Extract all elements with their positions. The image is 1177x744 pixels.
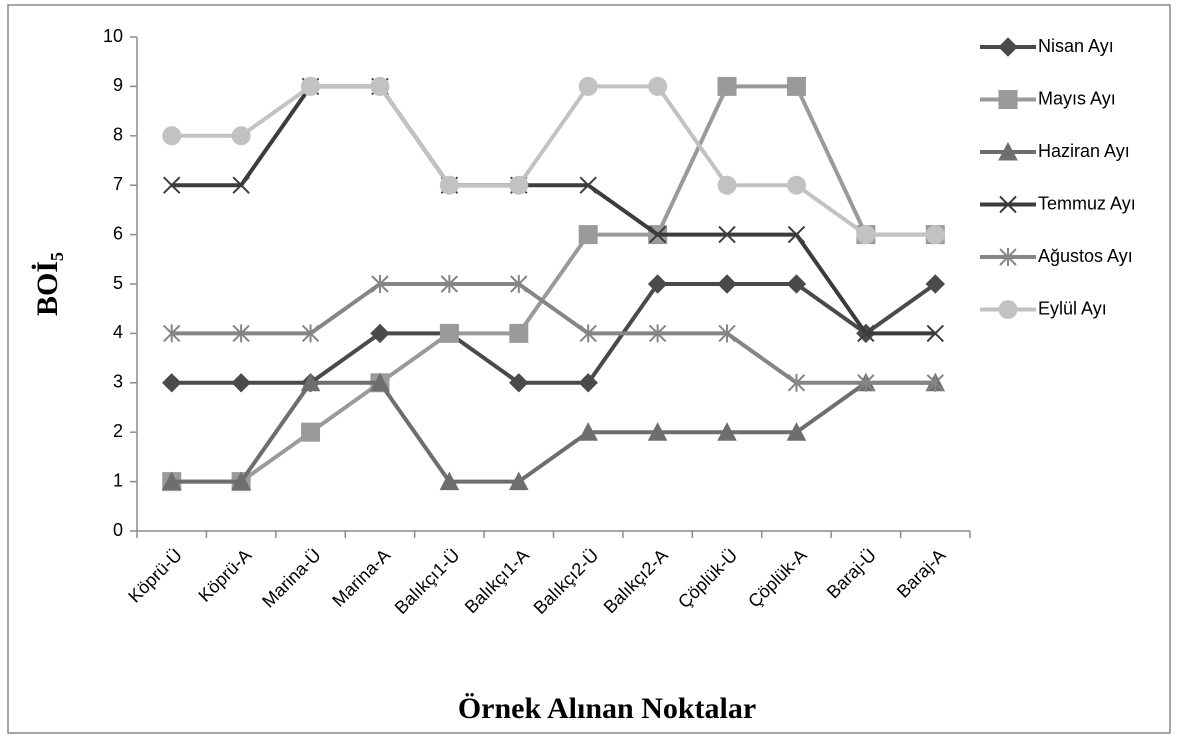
marker	[578, 225, 598, 245]
marker	[232, 324, 250, 343]
marker	[231, 471, 251, 491]
legend-marker	[999, 248, 1017, 266]
marker	[786, 422, 807, 441]
marker	[925, 225, 945, 245]
legend-marker	[998, 37, 1018, 57]
marker	[856, 225, 876, 245]
marker	[301, 76, 321, 96]
marker	[440, 275, 459, 293]
marker	[718, 324, 736, 343]
y-tick-label: 6	[113, 223, 123, 243]
marker	[647, 274, 668, 294]
marker	[648, 225, 667, 244]
legend-label: Ağustos Ayı	[1038, 246, 1133, 266]
y-axis-label: BOİ₅	[31, 252, 64, 316]
y-tick-label: 1	[113, 470, 123, 490]
y-tick-label: 10	[103, 26, 123, 46]
marker	[787, 373, 806, 392]
marker	[926, 373, 944, 392]
legend-marker	[998, 300, 1018, 319]
marker	[439, 471, 460, 491]
y-tick-label: 9	[113, 75, 123, 95]
y-tick-label: 8	[113, 125, 123, 145]
series-line	[171, 84, 936, 484]
marker	[718, 225, 736, 244]
marker	[161, 471, 182, 491]
marker	[648, 76, 668, 96]
series-line	[171, 84, 936, 237]
series	[163, 275, 944, 392]
y-tick-label: 2	[113, 421, 123, 441]
legend-marker	[998, 141, 1018, 161]
marker	[579, 176, 597, 194]
marker	[163, 324, 181, 343]
marker	[925, 274, 945, 294]
series-line	[171, 282, 936, 385]
marker	[509, 175, 529, 195]
legend-label: Eylül Ayı	[1038, 298, 1107, 318]
series-line	[171, 282, 937, 385]
legend-label: Temmuz Ayı	[1038, 193, 1136, 213]
legend-marker	[998, 90, 1018, 109]
y-tick-label: 5	[113, 273, 123, 293]
marker	[857, 373, 875, 392]
marker	[786, 274, 807, 294]
marker	[439, 175, 459, 195]
legend-marker	[999, 195, 1017, 214]
legend-label: Mayıs Ayı	[1038, 88, 1116, 108]
marker	[162, 126, 182, 146]
marker	[301, 422, 321, 442]
marker	[787, 225, 806, 244]
series-line	[171, 380, 936, 484]
series-line	[171, 84, 936, 336]
marker	[578, 422, 599, 441]
marker	[717, 274, 737, 294]
legend-label: Nisan Ayı	[1038, 36, 1114, 56]
marker	[578, 373, 598, 393]
marker	[232, 176, 250, 194]
marker	[370, 323, 390, 344]
marker	[647, 422, 668, 441]
marker	[508, 471, 529, 491]
series	[162, 76, 945, 245]
marker	[579, 324, 597, 343]
marker	[231, 373, 251, 393]
marker	[857, 324, 875, 343]
y-tick-label: 4	[113, 322, 123, 342]
marker	[926, 324, 944, 343]
marker	[162, 373, 182, 393]
marker	[717, 175, 737, 195]
y-tick-label: 7	[113, 174, 123, 194]
marker	[717, 76, 737, 96]
marker	[371, 275, 389, 293]
marker	[786, 76, 806, 96]
marker	[301, 324, 320, 343]
marker	[300, 372, 321, 392]
chart-frame	[7, 4, 1171, 734]
marker	[439, 323, 459, 343]
marker	[786, 175, 806, 195]
marker	[648, 324, 667, 343]
marker	[163, 176, 181, 194]
marker	[578, 76, 598, 96]
marker	[509, 323, 529, 343]
marker	[509, 373, 529, 393]
marker	[370, 372, 390, 392]
x-axis-label: Örnek Alınan Noktalar	[458, 692, 756, 725]
marker	[510, 275, 528, 293]
y-tick-label: 0	[113, 520, 123, 540]
y-tick-label: 3	[113, 372, 123, 392]
marker	[231, 126, 251, 146]
legend-label: Haziran Ayı	[1038, 141, 1130, 161]
marker	[717, 422, 737, 441]
marker	[370, 76, 390, 96]
